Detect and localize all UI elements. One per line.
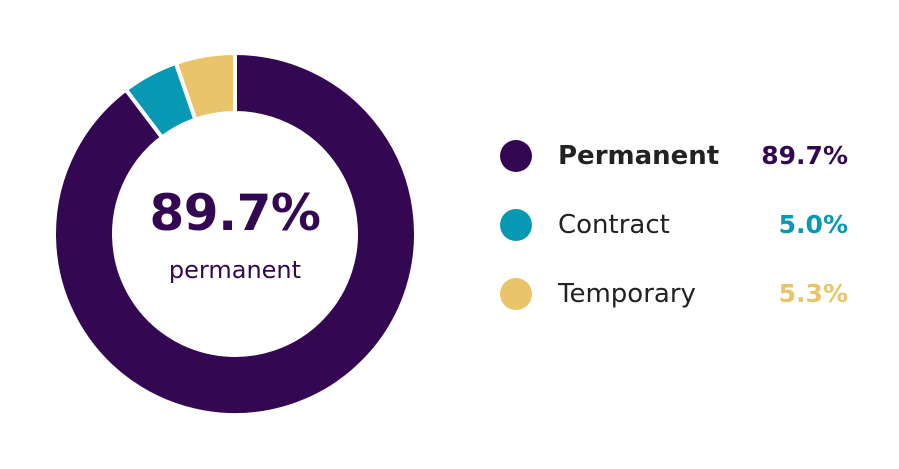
center-label: permanent <box>168 256 302 284</box>
donut-slice-permanent <box>54 53 416 415</box>
donut-svg <box>54 53 416 415</box>
legend-label-contract: Contract <box>558 210 670 240</box>
center-value: 89.7% <box>149 184 321 242</box>
donut-chart: 89.7% permanent <box>54 53 416 415</box>
legend-label-temporary: Temporary <box>558 279 696 309</box>
legend-label-permanent: Permanent <box>558 141 720 171</box>
legend-swatch-permanent <box>500 140 532 172</box>
legend-swatch-temporary <box>500 278 532 310</box>
legend-value-permanent: 89.7% <box>761 141 848 170</box>
donut-slice-temporary <box>173 53 237 123</box>
legend-value-temporary: 5.3% <box>778 279 848 308</box>
legend-swatch-contract <box>500 209 532 241</box>
legend-item-permanent: Permanent 89.7% <box>500 137 850 177</box>
legend-item-temporary: Temporary 5.3% <box>500 275 850 315</box>
legend-value-contract: 5.0% <box>778 210 848 239</box>
legend-item-contract: Contract 5.0% <box>500 206 850 246</box>
